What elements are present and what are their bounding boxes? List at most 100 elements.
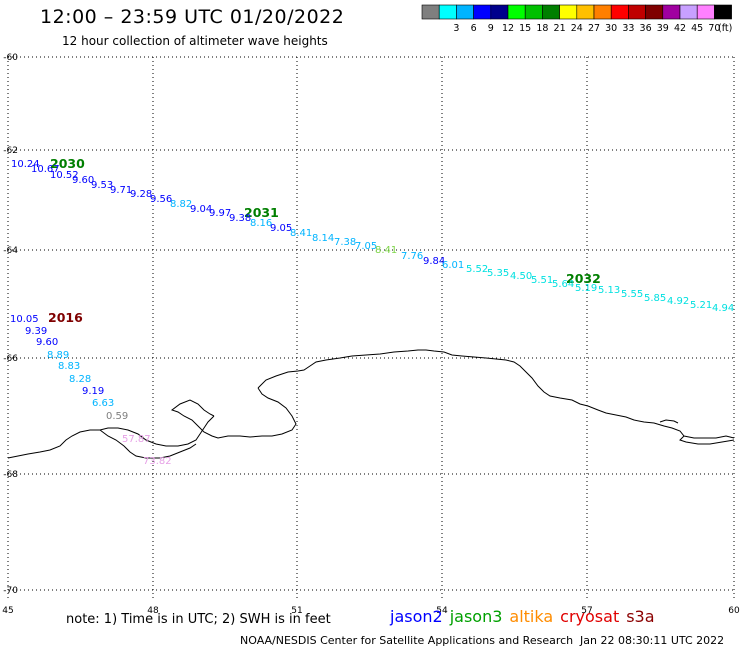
timestamp-text: Jan 22 08:30:11 UTC 2022 — [580, 634, 725, 647]
color-bin-label: 27 — [588, 23, 600, 34]
swh-observation: 5.85 — [644, 293, 666, 304]
swh-observation: 9.84 — [423, 256, 445, 267]
swh-observation: 10.05 — [10, 314, 39, 325]
color-bin-label: 24 — [571, 23, 583, 34]
island-east — [659, 419, 679, 424]
color-bin-label: 36 — [640, 23, 652, 34]
longitude-tick-label: 54 — [436, 606, 448, 616]
swh-observation: 4.50 — [510, 271, 532, 282]
swh-observation: 8.28 — [69, 374, 91, 385]
antarctic-coastline — [7, 349, 735, 459]
swh-observation: 9.04 — [190, 204, 212, 215]
swh-observation: 8.41 — [290, 228, 312, 239]
swh-observation: 5.21 — [690, 300, 712, 311]
swh-observation: 9.38 — [229, 213, 251, 224]
color-unit-label: (ft) — [718, 23, 732, 34]
coastline-east-peninsula — [679, 435, 735, 445]
color-bin-label: 45 — [691, 23, 703, 34]
satellite-name: altika — [509, 607, 554, 626]
swh-observation: 4.92 — [667, 296, 689, 307]
latitude-tick-label: -68 — [3, 470, 18, 480]
latitude-tick-label: -62 — [3, 146, 18, 156]
color-bin-label: 6 — [471, 23, 477, 34]
map-title: 12:00 – 23:59 UTC 01/20/2022 — [40, 6, 345, 28]
color-bin-label: 30 — [605, 23, 617, 34]
swh-observation: 5.51 — [531, 275, 553, 286]
latitude-tick-label: -66 — [3, 354, 18, 364]
swh-observation: 6.63 — [92, 398, 114, 409]
swh-observation: 9.39 — [25, 326, 47, 337]
satellite-name: cryosat — [560, 607, 620, 626]
swh-observation: 9.19 — [82, 386, 104, 397]
longitude-tick-label: 57 — [581, 606, 592, 616]
swh-observation: 8.89 — [47, 350, 69, 361]
coastline-main — [257, 349, 735, 439]
footnote: note: 1) Time is in UTC; 2) SWH is in fe… — [66, 612, 331, 627]
swh-observation: 9.56 — [150, 194, 172, 205]
satellite-name: jason2 — [390, 607, 443, 626]
latitude-tick-label: -60 — [3, 53, 18, 63]
swh-observation: 5.19 — [575, 283, 597, 294]
swh-observation: 8.16 — [250, 218, 272, 229]
color-bin-label: 12 — [502, 23, 514, 34]
swh-observation: 8.14 — [312, 233, 334, 244]
swh-observation: 5.52 — [466, 264, 488, 275]
swh-observation: 7.38 — [334, 237, 356, 248]
swh-observation: 10.24 — [11, 159, 40, 170]
longitude-tick-label: 45 — [2, 606, 13, 616]
swh-observation: 9.97 — [209, 208, 231, 219]
altimeter-tracks: 203020312032201610.2410.6710.529.609.539… — [10, 156, 734, 467]
swh-observation: 10.67 — [31, 164, 60, 175]
color-bin-label: 33 — [622, 23, 634, 34]
swh-observation: 9.71 — [110, 185, 132, 196]
lat-lon-grid — [7, 56, 735, 598]
swh-observation: 8.83 — [58, 361, 80, 372]
swh-observation: 9.53 — [91, 180, 113, 191]
longitude-tick-label: 48 — [147, 606, 159, 616]
swh-observation: 9.60 — [72, 175, 94, 186]
track-time-label: 2016 — [48, 310, 83, 325]
swh-observation: 5.55 — [621, 289, 643, 300]
swh-observation: 57.87 — [122, 434, 151, 445]
swh-observation: 6.01 — [442, 260, 464, 271]
satellite-legend: jason2 jason3 altika cryosat s3a — [390, 607, 662, 626]
color-scale-legend: 3 6 9 12 15 18 21 24 27 30 33 36 39 42 45 70(ft) — [421, 4, 732, 34]
color-bin — [714, 4, 732, 20]
longitude-tick-label: 60 — [728, 606, 740, 616]
swh-observation: 8.41 — [375, 245, 397, 256]
color-bin-label: 39 — [657, 23, 669, 34]
swh-observation: 9.60 — [36, 337, 58, 348]
track-time-label: 2031 — [244, 205, 279, 220]
coastline-west-bay — [170, 387, 297, 439]
color-bin-label: 9 — [488, 23, 494, 34]
color-bin-label: 18 — [536, 23, 548, 34]
swh-observation: 5.35 — [487, 268, 509, 279]
swh-observation: 9.05 — [270, 223, 292, 234]
latitude-tick-label: -70 — [3, 586, 18, 596]
coastline-far-west — [7, 415, 215, 459]
swh-observation: 8.82 — [170, 199, 192, 210]
credit-text: NOAA/NESDIS Center for Satellite Applica… — [240, 634, 574, 647]
swh-observation: 5.13 — [598, 285, 620, 296]
swh-observation: 73.82 — [143, 456, 172, 467]
swh-observation: 4.94 — [712, 303, 734, 314]
color-bin-label: 3 — [453, 23, 459, 34]
swh-observation: 5.64 — [552, 279, 574, 290]
swh-observation: 7.76 — [401, 251, 423, 262]
track-time-label: 2030 — [50, 156, 85, 171]
swh-observation: 9.28 — [130, 189, 152, 200]
satellite-name: s3a — [626, 607, 655, 626]
swh-observation: 0.59 — [106, 411, 128, 422]
swh-observation: 7.05 — [355, 241, 377, 252]
color-bin-label: 21 — [554, 23, 566, 34]
color-bin-label: 15 — [519, 23, 531, 34]
color-bin-label: 42 — [674, 23, 686, 34]
axis-labels: -60 -62 -64 -66 -68 -70 45 48 51 54 57 60 — [2, 53, 740, 616]
latitude-tick-label: -64 — [3, 246, 18, 256]
longitude-tick-label: 51 — [291, 606, 302, 616]
satellite-name: jason3 — [449, 607, 503, 626]
track-time-label: 2032 — [566, 271, 601, 286]
coastline-sw-inlet — [99, 429, 197, 459]
swh-observation: 10.52 — [50, 170, 79, 181]
